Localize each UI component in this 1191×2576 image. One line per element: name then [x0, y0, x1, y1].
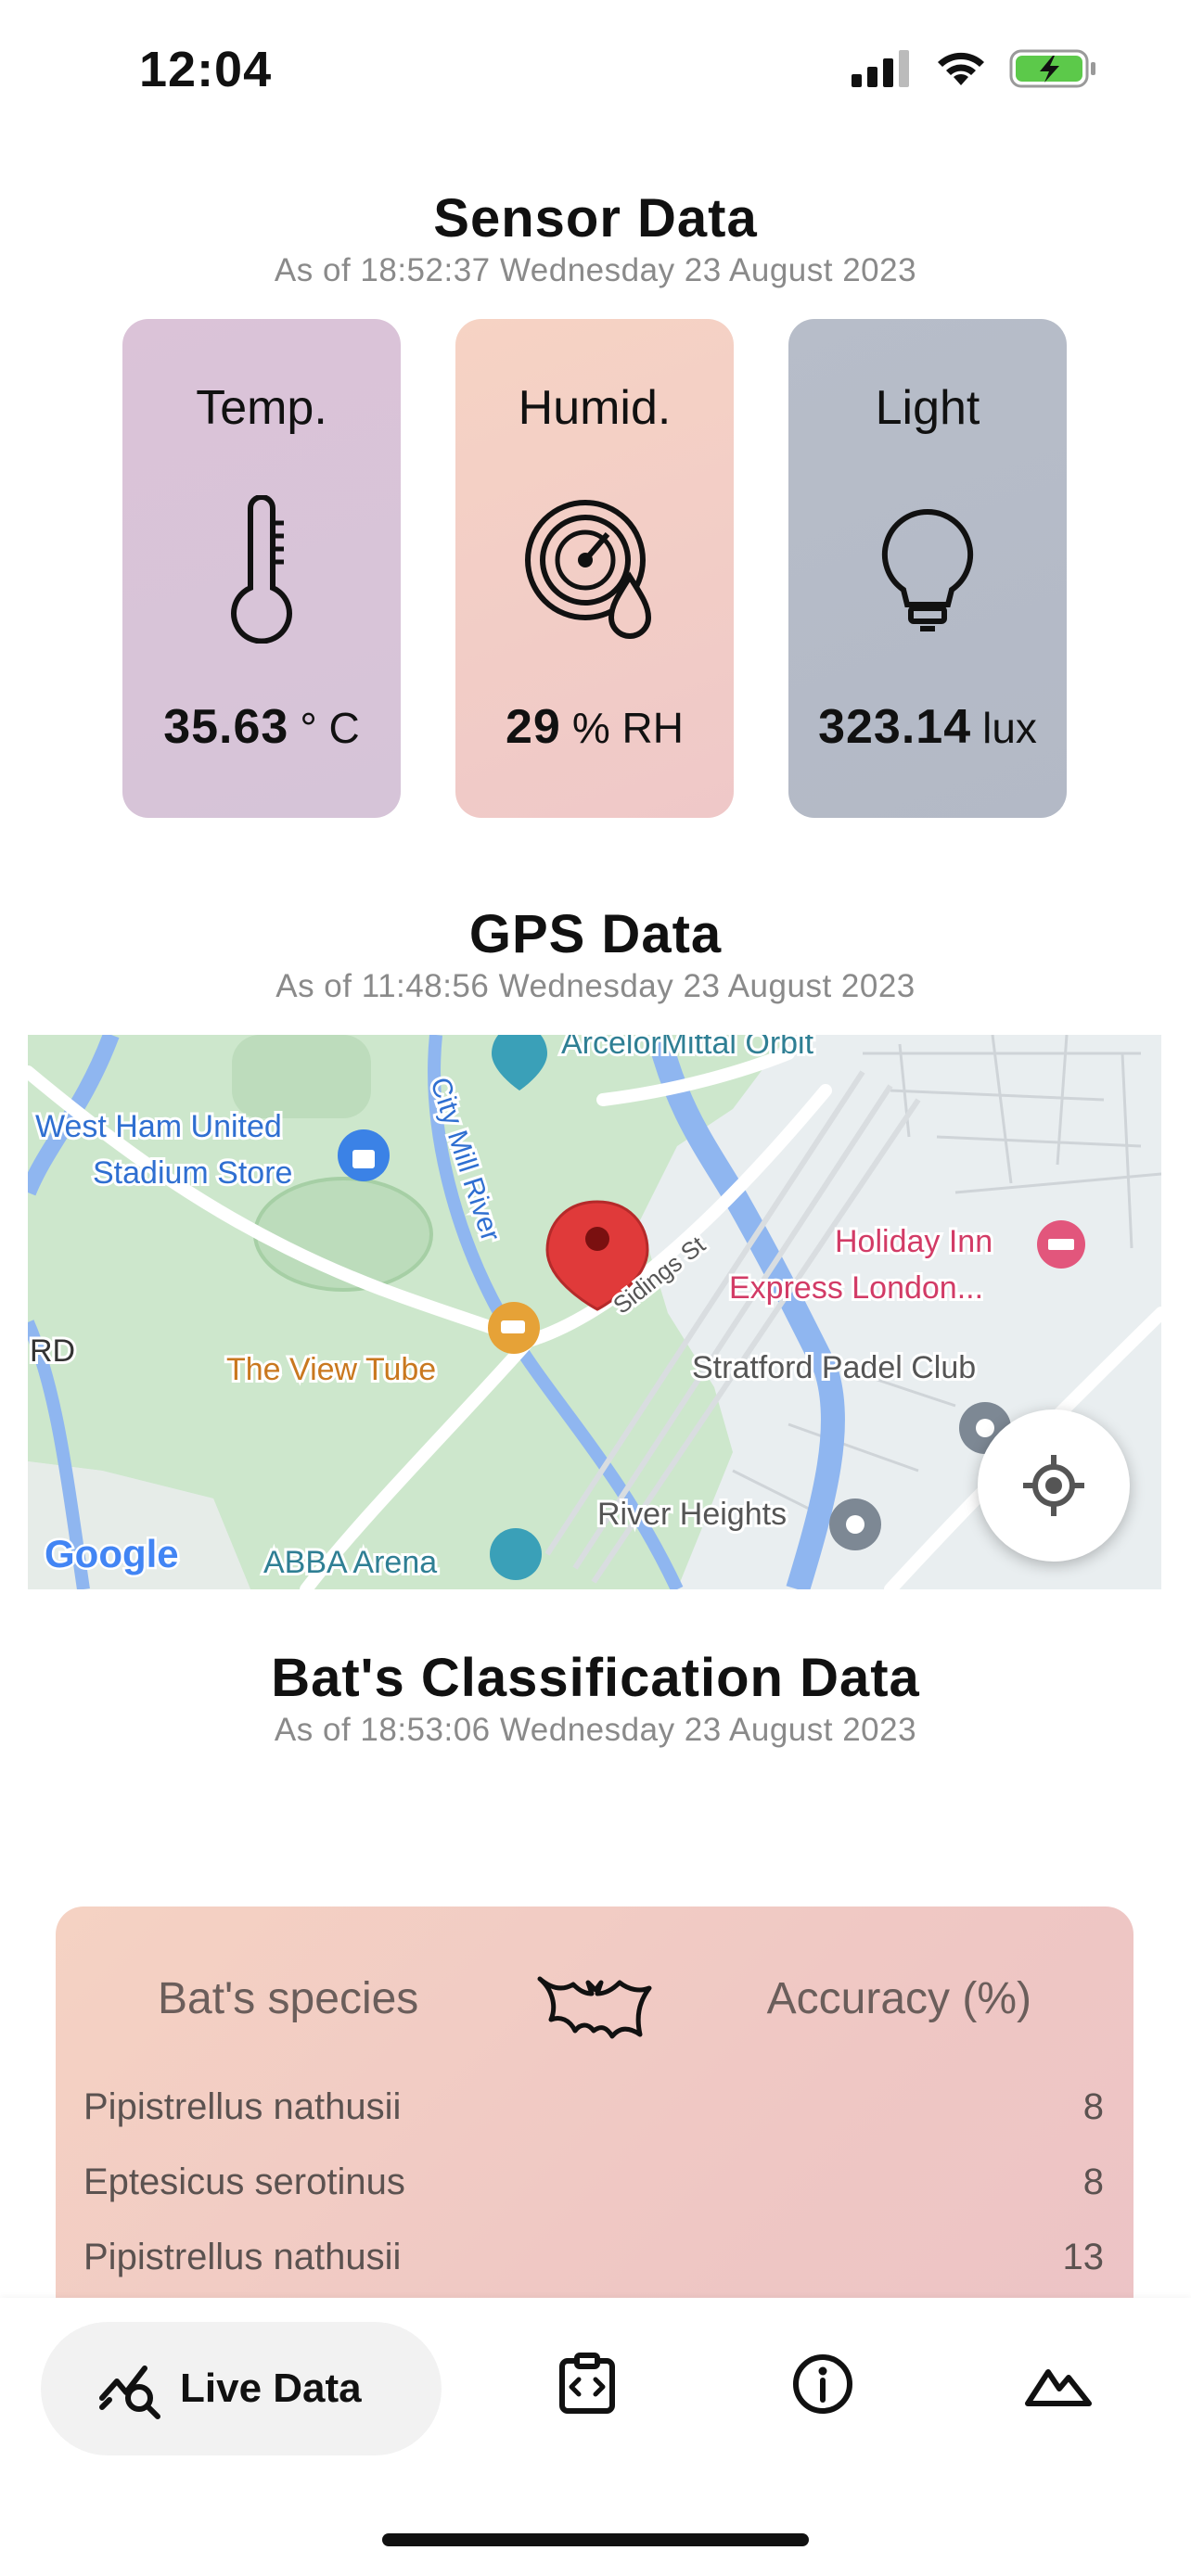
bat-icon — [537, 1976, 652, 2039]
temperature-label: Temp. — [196, 381, 327, 435]
humidity-value: 29 — [506, 700, 561, 754]
accuracy-cell: 8 — [1082, 2086, 1104, 2127]
map-view[interactable]: ArcelorMittal Orbit West Ham United Stad… — [28, 1035, 1161, 1589]
nav-item-live-data[interactable]: Live Data — [41, 2322, 442, 2455]
map-label-arcelor: ArcelorMittal Orbit — [561, 1035, 814, 1061]
signal-icon — [852, 50, 909, 87]
live-data-icon — [99, 2366, 160, 2419]
sensor-timestamp: As of 18:52:37 Wednesday 23 August 2023 — [274, 252, 917, 288]
bottom-navigation: Live Data — [0, 2298, 1191, 2576]
species-cell: Pipistrellus nathusii — [83, 2086, 402, 2127]
battery-charging-icon — [1009, 49, 1095, 88]
map-label-holiday-1: Holiday Inn — [835, 1224, 992, 1259]
location-marker[interactable] — [545, 1200, 649, 1311]
status-bar: 12:04 — [0, 0, 1191, 139]
wifi-icon — [938, 52, 984, 85]
map-label-viewtube: The View Tube — [226, 1352, 436, 1387]
nav-label-live-data: Live Data — [180, 2366, 362, 2411]
light-label: Light — [875, 381, 980, 435]
gps-title: GPS Data — [468, 904, 723, 964]
accuracy-cell: 8 — [1082, 2162, 1104, 2202]
temperature-unit: ° C — [300, 704, 360, 752]
code-clipboard-icon — [559, 2353, 615, 2414]
home-indicator[interactable] — [382, 2533, 809, 2546]
gps-timestamp: As of 11:48:56 Wednesday 23 August 2023 — [275, 968, 916, 1004]
humidity-label: Humid. — [518, 381, 672, 435]
map-label-rd: RD — [30, 1333, 75, 1369]
species-cell: Eptesicus serotinus — [83, 2162, 405, 2202]
column-accuracy: Accuracy (%) — [766, 1974, 1031, 2023]
map-label-padel: Stratford Padel Club — [692, 1350, 976, 1385]
humidity-reading: 29% RH — [455, 699, 734, 755]
my-location-button[interactable] — [978, 1409, 1130, 1562]
sensor-title: Sensor Data — [433, 188, 758, 249]
map-label-westham-2: Stadium Store — [93, 1155, 292, 1191]
temperature-reading: 35.63 ° C — [122, 699, 401, 755]
humidity-unit: % RH — [571, 704, 684, 752]
google-logo: Google — [45, 1532, 179, 1575]
temperature-card[interactable]: Temp. 35.63 ° C — [122, 319, 401, 818]
terrain-icon — [1025, 2369, 1092, 2406]
nav-item-terrain[interactable] — [1024, 2352, 1093, 2421]
poi-pin — [492, 1035, 547, 1090]
light-reading: 323.14 lux — [788, 699, 1067, 755]
map-label-westham-1: West Ham United — [35, 1109, 282, 1144]
status-time: 12:04 — [139, 42, 273, 97]
column-species: Bat's species — [158, 1974, 419, 2023]
bats-timestamp: As of 18:53:06 Wednesday 23 August 2023 — [274, 1712, 917, 1748]
bat-table-header: Bat's species Accuracy (%) — [56, 1962, 1133, 2046]
map-label-abba: ABBA Arena — [263, 1545, 437, 1580]
humidity-gauge-icon — [455, 495, 734, 648]
status-icons — [852, 48, 1098, 89]
info-icon — [793, 2354, 852, 2414]
table-row: Eptesicus serotinus 8 — [83, 2162, 1104, 2217]
nav-item-info[interactable] — [790, 2352, 855, 2421]
light-card[interactable]: Light 323.14 lux — [788, 319, 1067, 818]
light-unit: lux — [982, 704, 1037, 752]
light-value: 323.14 — [818, 700, 972, 754]
table-row: Pipistrellus nathusii 13 — [83, 2237, 1104, 2292]
thermometer-icon — [122, 494, 401, 648]
nav-item-code[interactable] — [555, 2352, 620, 2421]
species-cell: Pipistrellus nathusii — [83, 2237, 402, 2277]
map-label-holiday-2: Express London... — [729, 1270, 983, 1306]
temperature-value: 35.63 — [163, 700, 289, 754]
accuracy-cell: 13 — [1062, 2237, 1105, 2277]
humidity-card[interactable]: Humid. 29% RH — [455, 319, 734, 818]
table-row: Pipistrellus nathusii 8 — [83, 2086, 1104, 2142]
crosshair-icon — [1023, 1455, 1084, 1516]
map-label-river-heights: River Heights — [597, 1497, 787, 1532]
bats-title: Bat's Classification Data — [271, 1648, 920, 1708]
lightbulb-icon — [788, 495, 1067, 648]
